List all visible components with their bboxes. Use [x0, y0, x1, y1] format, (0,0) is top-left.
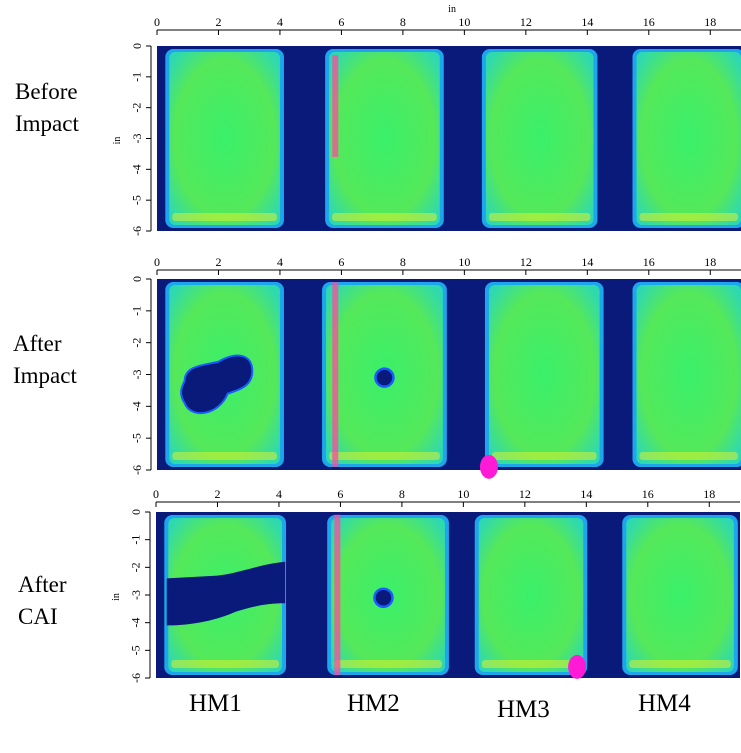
specimen-bottom-tint — [172, 213, 277, 221]
y-tick-label: -1 — [130, 72, 144, 82]
specimen-bottom-tint — [329, 452, 440, 460]
x-axis-unit-label: in — [448, 4, 456, 15]
y-tick-label: -2 — [129, 562, 143, 572]
x-tick-label: 18 — [704, 15, 716, 29]
y-axis-unit-label: in — [112, 137, 123, 145]
hot-defect-strip — [332, 282, 339, 467]
specimen-scan-hm2 — [329, 52, 440, 225]
y-tick-label: -4 — [130, 164, 144, 174]
row-label-line: CAI — [18, 604, 58, 629]
specimen-bottom-tint — [334, 660, 442, 668]
specimen-scan-hm3 — [488, 285, 600, 464]
x-tick-label: 10 — [458, 255, 470, 269]
y-tick-label: -5 — [130, 195, 144, 205]
x-tick-label: 10 — [458, 15, 470, 29]
specimen-scan-hm4 — [626, 518, 734, 672]
cscan-panel-before-impact: 0 2 4 6 8 10 12 14 16 18 0 -1 -2 -3 -4 -5 -6 in in — [112, 4, 741, 236]
cscan-panel-after-cai: 0 2 4 6 8 10 12 14 16 18 0 -1 -2 -3 -4 -5 -6 in — [111, 487, 740, 683]
row-label-line: Impact — [15, 111, 79, 136]
specimen-scan-hm1 — [169, 52, 280, 225]
row-label-line: Before — [15, 79, 78, 104]
specimen-bottom-tint — [629, 660, 731, 668]
specimen-label-hm2: HM2 — [347, 690, 400, 717]
y-tick-label: -6 — [130, 465, 144, 475]
x-tick-label: 12 — [519, 487, 531, 501]
y-axis-unit-label: in — [111, 593, 122, 601]
y-tick-label: -3 — [130, 370, 144, 380]
x-tick-label: 12 — [520, 15, 532, 29]
x-tick-label: 8 — [399, 487, 405, 501]
x-tick-label: 16 — [643, 255, 655, 269]
specimen-label-hm1: HM1 — [189, 690, 242, 717]
hot-defect-spot — [568, 654, 587, 679]
specimen-label-hm3: HM3 — [497, 696, 550, 723]
y-tick-label: -5 — [129, 645, 143, 655]
impact-damage-hm2 — [373, 587, 394, 609]
specimen-bottom-tint — [639, 452, 738, 460]
row-label-line: After — [13, 331, 62, 356]
impact-damage-hm2 — [374, 367, 395, 388]
hot-defect-strip — [332, 55, 339, 157]
row-label-line: After — [18, 572, 67, 597]
y-tick-label: -2 — [130, 103, 144, 113]
y-tick-label: -5 — [130, 433, 144, 443]
x-tick-label: 8 — [400, 255, 406, 269]
x-tick-label: 16 — [643, 15, 655, 29]
row-label-line: Impact — [13, 363, 77, 388]
y-tick-label: -6 — [130, 226, 144, 236]
y-tick-label: -1 — [130, 306, 144, 316]
y-tick-label: -2 — [130, 338, 144, 348]
y-tick-label: -4 — [130, 401, 144, 411]
y-tick-label: 0 — [130, 276, 144, 282]
impact-damage-hm1 — [180, 354, 254, 415]
x-tick-label: 0 — [153, 487, 159, 501]
x-tick-label: 14 — [581, 15, 593, 29]
x-tick-label: 6 — [338, 255, 344, 269]
row-label-after-impact: After Impact — [13, 328, 77, 392]
x-tick-label: 12 — [520, 255, 532, 269]
specimen-scan-hm4 — [636, 285, 741, 464]
x-tick-label: 4 — [277, 255, 283, 269]
x-tick-label: 2 — [215, 255, 221, 269]
x-tick-label: 4 — [276, 487, 282, 501]
specimen-label-hm4: HM4 — [638, 690, 691, 717]
specimen-bottom-tint — [171, 660, 280, 668]
y-tick-label: -6 — [129, 673, 143, 683]
y-tick-label: 0 — [130, 43, 144, 49]
cscan-panel-after-impact: 0 2 4 6 8 10 12 14 16 18 0 -1 -2 -3 -4 -5 -6 — [130, 255, 741, 479]
specimen-scan-hm3 — [485, 52, 594, 225]
x-tick-label: 6 — [338, 15, 344, 29]
specimen-scan-hm4 — [636, 52, 741, 225]
x-tick-label: 0 — [154, 15, 160, 29]
row-label-after-cai: After CAI — [18, 569, 67, 633]
x-tick-label: 18 — [703, 487, 715, 501]
specimen-bottom-tint — [481, 660, 581, 668]
y-tick-label: 0 — [129, 509, 143, 515]
x-tick-label: 8 — [400, 15, 406, 29]
y-tick-label: -3 — [130, 134, 144, 144]
specimen-bottom-tint — [639, 213, 738, 221]
specimen-bottom-tint — [332, 213, 437, 221]
x-tick-label: 2 — [215, 15, 221, 29]
specimen-bottom-tint — [172, 452, 277, 460]
x-tick-label: 4 — [277, 15, 283, 29]
x-tick-label: 6 — [337, 487, 343, 501]
hot-defect-strip — [334, 514, 341, 676]
x-tick-label: 0 — [154, 255, 160, 269]
x-tick-label: 14 — [580, 487, 592, 501]
cai-failure-band-hm1 — [166, 561, 286, 626]
x-tick-label: 18 — [704, 255, 716, 269]
specimen-bottom-tint — [491, 452, 597, 460]
y-tick-label: -3 — [129, 590, 143, 600]
hot-defect-spot — [479, 454, 498, 479]
row-label-before: Before Impact — [15, 76, 79, 140]
x-tick-label: 10 — [457, 487, 469, 501]
x-tick-label: 16 — [642, 487, 654, 501]
y-tick-label: -4 — [129, 618, 143, 628]
x-tick-label: 14 — [581, 255, 593, 269]
specimen-scan-hm3 — [478, 518, 584, 672]
y-tick-label: -1 — [129, 535, 143, 545]
x-tick-label: 2 — [214, 487, 220, 501]
specimen-bottom-tint — [488, 213, 591, 221]
